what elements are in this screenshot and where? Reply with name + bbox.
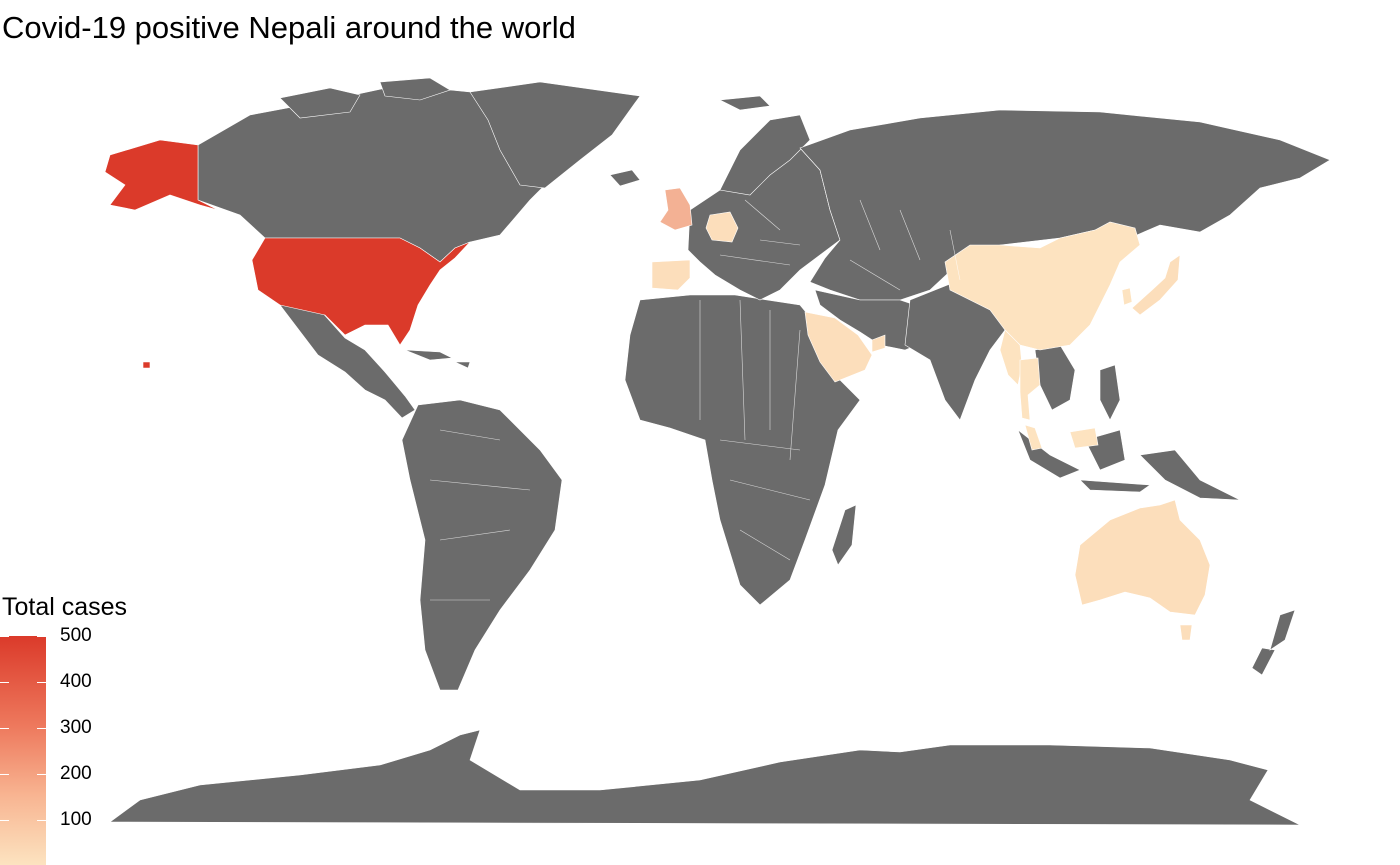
legend-tick-label: 300 xyxy=(60,716,92,738)
legend-tick-mark xyxy=(37,819,46,821)
legend-tick-mark xyxy=(0,636,9,637)
region-usa-hawaii xyxy=(142,361,151,369)
region-usa xyxy=(251,237,471,346)
legend-tick-mark xyxy=(37,727,46,729)
country-uae xyxy=(871,334,886,353)
country-united-kingdom xyxy=(659,187,693,231)
caribbean xyxy=(404,349,471,369)
country-greenland xyxy=(469,81,641,189)
country-philippines xyxy=(1099,364,1121,421)
land-no-data xyxy=(109,77,1331,826)
country-thailand xyxy=(1019,357,1041,421)
region-indonesia xyxy=(1017,429,1241,501)
legend-tick-mark xyxy=(0,681,9,683)
legend-tick-mark xyxy=(0,773,9,775)
country-south-korea xyxy=(1121,287,1133,306)
arctic-islands xyxy=(279,77,771,119)
continent-antarctica xyxy=(109,729,1301,826)
map-title: Covid-19 positive Nepali around the worl… xyxy=(2,10,576,45)
country-china xyxy=(944,221,1141,351)
region-usa-alaska xyxy=(104,139,219,211)
legend-tick-mark xyxy=(0,727,9,729)
country-iceland xyxy=(609,169,641,187)
legend-color-bar xyxy=(0,636,46,865)
legend-tick-label: 500 xyxy=(60,625,92,646)
continent-south-america xyxy=(401,399,563,691)
country-borders xyxy=(429,199,961,601)
country-new-zealand xyxy=(1251,609,1296,676)
legend-tick-label: 200 xyxy=(60,762,92,784)
country-australia xyxy=(1074,499,1211,616)
country-spain xyxy=(651,259,691,291)
region-indochina xyxy=(1034,344,1076,411)
legend-tick-mark xyxy=(0,819,9,821)
land-with-data xyxy=(104,139,1211,641)
country-australia-tasmania xyxy=(1179,624,1193,641)
legend-tick-mark xyxy=(37,773,46,775)
country-malaysia xyxy=(1024,424,1099,451)
region-scandinavia xyxy=(719,114,811,196)
country-germany xyxy=(705,211,739,243)
legend-title: Total cases xyxy=(2,593,128,621)
country-mexico xyxy=(279,304,416,419)
legend-tick-mark xyxy=(37,681,46,683)
region-middle-east xyxy=(814,289,931,351)
country-saudi-arabia xyxy=(804,311,873,383)
legend-tick-label: 400 xyxy=(60,670,92,692)
legend-tick-mark xyxy=(37,636,46,637)
country-myanmar xyxy=(999,329,1023,386)
country-madagascar xyxy=(831,504,857,566)
legend-tick-label: 100 xyxy=(60,808,92,830)
country-japan xyxy=(1131,254,1181,316)
